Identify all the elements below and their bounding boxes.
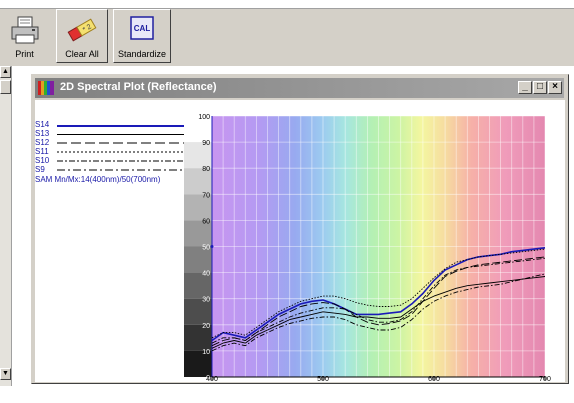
legend: S14 S13 S12 S11 S10 S9	[35, 100, 195, 190]
legend-line-s9	[57, 169, 185, 171]
gray-scale-step	[184, 298, 212, 325]
spectrum-app-icon	[38, 81, 54, 95]
vertical-scrollbar[interactable]: ▲ ▼	[0, 66, 12, 386]
legend-line-s10	[57, 160, 185, 162]
series-line-s10	[211, 257, 546, 344]
x-tick-label: 700	[539, 376, 551, 382]
legend-line-s14	[57, 125, 185, 127]
minimize-button[interactable]: _	[518, 81, 532, 94]
legend-item-s11: S11	[35, 147, 195, 157]
legend-label-s9: S9	[35, 165, 45, 174]
maximize-button[interactable]: □	[533, 81, 547, 94]
clear-all-button[interactable]: * 2 Clear All	[56, 9, 108, 63]
gray-scale-step	[184, 220, 212, 247]
close-button[interactable]: ×	[548, 81, 562, 94]
legend-item-s13: S13	[35, 129, 195, 139]
legend-label-s11: S11	[35, 147, 49, 156]
series-line-s12	[211, 256, 546, 347]
y-tick-label: 0	[206, 375, 210, 382]
gray-scale-step	[184, 324, 212, 351]
spectral-chart: 0 10 20 30 40 50 60 70 80 90 100 400 500 600 700	[184, 114, 551, 382]
legend-item-s14: S14	[35, 120, 195, 130]
print-button[interactable]: Print	[2, 9, 47, 63]
legend-line-s11	[57, 151, 185, 153]
legend-label-s12: S12	[35, 138, 50, 147]
standardize-button-label: Standardize	[117, 49, 167, 59]
svg-text:* 2: * 2	[82, 23, 93, 33]
gray-scale-step	[184, 350, 212, 377]
scroll-up-button[interactable]: ▲	[0, 66, 11, 78]
gray-scale-step	[184, 116, 212, 143]
gray-scale-step	[184, 194, 212, 221]
window-titlebar[interactable]: 2D Spectral Plot (Reflectance) _ □ ×	[35, 78, 564, 98]
plot-area: S14 S13 S12 S11 S10 S9	[35, 100, 565, 382]
gray-scale-step	[184, 142, 212, 169]
y-tick-label: 100	[198, 114, 210, 121]
sam-readout: SAM Mn/Mx:14(400nm)/50(700nm)	[35, 175, 161, 184]
print-button-label: Print	[15, 49, 34, 59]
y-tick-label: 20	[202, 323, 210, 330]
eraser-icon: * 2	[67, 18, 97, 42]
series-line-s13	[211, 276, 546, 349]
toolbar-top-strip	[0, 0, 574, 9]
y-tick-label: 80	[202, 166, 210, 173]
y-tick-label: 40	[202, 271, 210, 278]
scroll-thumb[interactable]	[0, 80, 11, 94]
window-title: 2D Spectral Plot (Reflectance)	[60, 81, 217, 93]
spectral-plot-window: 2D Spectral Plot (Reflectance) _ □ × S14…	[31, 74, 569, 384]
gray-scale-step	[184, 246, 212, 273]
y-tick-label: 30	[202, 297, 210, 304]
clear-all-button-label: Clear All	[65, 49, 99, 59]
legend-item-s12: S12	[35, 138, 195, 148]
y-tick-label: 60	[202, 218, 210, 225]
y-tick-label: 70	[202, 192, 210, 199]
printer-icon	[11, 16, 38, 44]
axis-marker	[210, 245, 214, 248]
legend-line-s12	[57, 142, 185, 144]
series-line-s11	[211, 248, 546, 339]
x-tick-label: 600	[428, 376, 440, 382]
cal-icon: CAL	[130, 16, 154, 40]
legend-label-s14: S14	[35, 120, 50, 129]
legend-line-s13	[57, 134, 185, 135]
cal-icon-text: CAL	[134, 24, 151, 33]
scroll-down-button[interactable]: ▼	[0, 368, 11, 380]
legend-item-s10: S10	[35, 156, 195, 166]
legend-label-s13: S13	[35, 129, 50, 138]
series-line-s9	[211, 273, 546, 352]
x-tick-label: 400	[206, 376, 218, 382]
toolbar: Print * 2 Clear All CAL Standardize	[0, 0, 574, 67]
standardize-button[interactable]: CAL Standardize	[113, 9, 171, 63]
x-tick-label: 500	[317, 376, 329, 382]
gray-scale-step	[184, 168, 212, 195]
legend-item-s9: S9	[35, 165, 195, 175]
gray-scale-step	[184, 272, 212, 299]
y-tick-label: 50	[202, 245, 210, 252]
y-tick-label: 90	[202, 140, 210, 147]
legend-label-s10: S10	[35, 156, 50, 165]
y-tick-label: 10	[202, 349, 210, 356]
